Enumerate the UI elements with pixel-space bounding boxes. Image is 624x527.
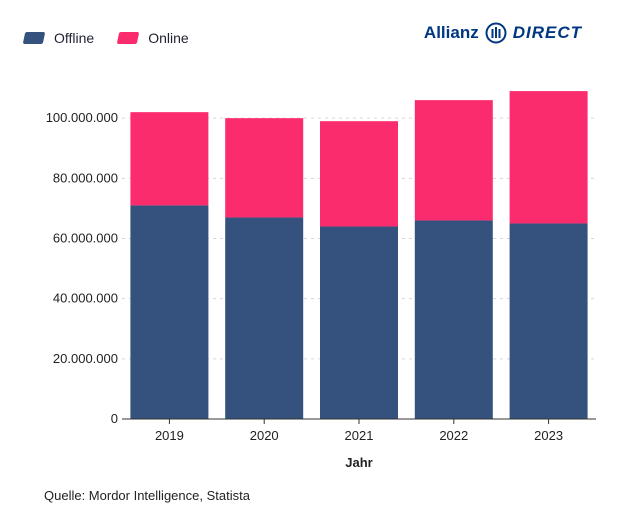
bar-offline-2023 <box>509 223 588 419</box>
bar-online-2021 <box>320 121 398 227</box>
y-tick-label: 100.000.000 <box>46 110 118 125</box>
bar-online-2020 <box>225 118 304 218</box>
x-tick-label: 2023 <box>534 428 563 443</box>
bar-online-2019 <box>130 112 209 206</box>
y-tick-label: 0 <box>111 411 118 426</box>
bar-offline-2021 <box>320 226 398 419</box>
source-note: Quelle: Mordor Intelligence, Statista <box>44 488 250 503</box>
x-tick-label: 2019 <box>155 428 184 443</box>
bar-offline-2019 <box>130 205 209 419</box>
bar-offline-2022 <box>414 220 493 419</box>
x-axis-ticks: 2019 2020 2021 2022 2023 <box>155 419 563 443</box>
bars <box>130 91 588 419</box>
x-tick-label: 2021 <box>345 428 374 443</box>
legend-item-online: Online <box>116 30 189 46</box>
legend: Offline Online <box>22 30 213 46</box>
y-tick-label: 60.000.000 <box>53 231 118 246</box>
brand-logo: Allianz DIRECT <box>424 22 582 44</box>
x-tick-label: 2022 <box>439 428 468 443</box>
y-tick-label: 40.000.000 <box>53 291 118 306</box>
bar-online-2023 <box>509 91 588 224</box>
logo-word-2: DIRECT <box>512 23 582 42</box>
allianz-eagle-icon <box>485 22 507 44</box>
x-axis-title: Jahr <box>345 455 372 470</box>
legend-item-offline: Offline <box>22 30 95 46</box>
legend-label-online: Online <box>148 30 189 46</box>
legend-label-offline: Offline <box>54 30 95 46</box>
bar-offline-2020 <box>225 217 304 419</box>
y-axis-ticks: 0 20.000.000 40.000.000 60.000.000 80.000.00… <box>46 110 118 426</box>
y-tick-label: 20.000.000 <box>53 351 118 366</box>
logo-word-1: Allianz <box>423 23 479 42</box>
y-tick-label: 80.000.000 <box>53 170 118 185</box>
x-tick-label: 2020 <box>250 428 279 443</box>
bar-online-2022 <box>414 100 493 221</box>
